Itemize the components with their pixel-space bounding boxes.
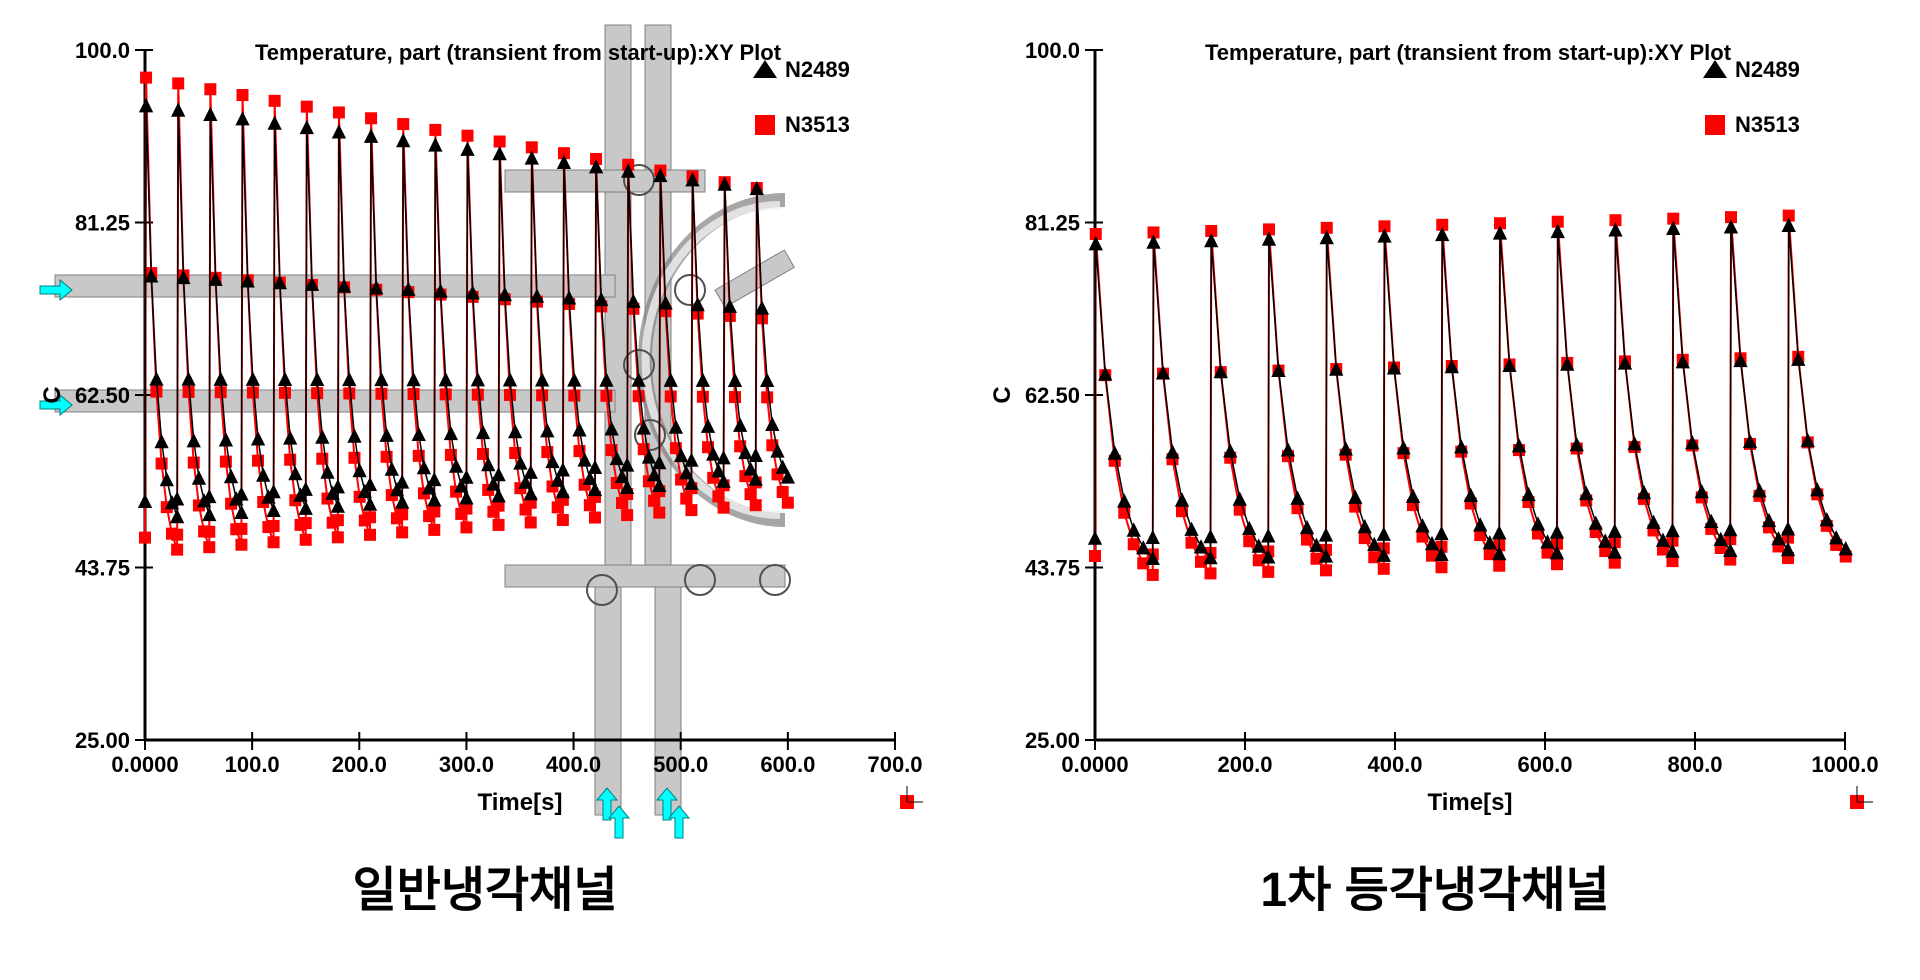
svg-text:100.0: 100.0 xyxy=(1025,38,1080,63)
right-chart-caption: 1차 등각냉각채널 xyxy=(1260,850,1609,920)
right-chart-svg: 25.00 43.75 62.50 81.25 100.0 0.0000 200.0 400.… xyxy=(985,20,1885,840)
svg-text:600.0: 600.0 xyxy=(1517,752,1572,777)
svg-text:200.0: 200.0 xyxy=(1217,752,1272,777)
svg-text:N3513: N3513 xyxy=(1735,112,1800,137)
svg-text:25.00: 25.00 xyxy=(1025,728,1080,753)
svg-text:200.0: 200.0 xyxy=(332,752,387,777)
svg-text:Temperature, part (transient f: Temperature, part (transient from start-… xyxy=(1205,40,1732,65)
right-chart-panel: 25.00 43.75 62.50 81.25 100.0 0.0000 200.0 400.… xyxy=(985,20,1885,920)
svg-text:400.0: 400.0 xyxy=(1367,752,1422,777)
svg-text:25.00: 25.00 xyxy=(75,728,130,753)
svg-text:N2489: N2489 xyxy=(785,57,850,82)
svg-text:400.0: 400.0 xyxy=(546,752,601,777)
left-chart-caption: 일반냉각채널 xyxy=(353,850,618,920)
svg-text:81.25: 81.25 xyxy=(1025,211,1080,236)
svg-text:Time[s]: Time[s] xyxy=(478,789,563,816)
svg-text:0.0000: 0.0000 xyxy=(1061,752,1128,777)
svg-text:Time[s]: Time[s] xyxy=(1428,789,1513,816)
svg-text:N2489: N2489 xyxy=(1735,57,1800,82)
svg-text:300.0: 300.0 xyxy=(439,752,494,777)
svg-text:1000.0: 1000.0 xyxy=(1811,752,1878,777)
svg-text:700.0: 700.0 xyxy=(867,752,922,777)
svg-text:N3513: N3513 xyxy=(785,112,850,137)
svg-text:81.25: 81.25 xyxy=(75,211,130,236)
svg-text:600.0: 600.0 xyxy=(760,752,815,777)
svg-text:Temperature, part (transient f: Temperature, part (transient from start-… xyxy=(255,40,782,65)
left-chart-svg: 25.00 43.75 62.50 81.25 100.0 0.0000 100.0 200.… xyxy=(35,20,935,840)
svg-text:C: C xyxy=(989,386,1016,403)
svg-text:62.50: 62.50 xyxy=(1025,383,1080,408)
svg-text:43.75: 43.75 xyxy=(75,556,130,581)
svg-text:C: C xyxy=(39,386,66,403)
svg-text:43.75: 43.75 xyxy=(1025,556,1080,581)
svg-text:62.50: 62.50 xyxy=(75,383,130,408)
svg-text:100.0: 100.0 xyxy=(75,38,130,63)
right-chart-area: 25.00 43.75 62.50 81.25 100.0 0.0000 200.0 400.… xyxy=(985,20,1885,840)
left-chart-panel: 25.00 43.75 62.50 81.25 100.0 0.0000 100.0 200.… xyxy=(35,20,935,920)
svg-text:100.0: 100.0 xyxy=(225,752,280,777)
svg-text:500.0: 500.0 xyxy=(653,752,708,777)
left-chart-area: 25.00 43.75 62.50 81.25 100.0 0.0000 100.0 200.… xyxy=(35,20,935,840)
svg-text:0.0000: 0.0000 xyxy=(111,752,178,777)
svg-text:800.0: 800.0 xyxy=(1667,752,1722,777)
